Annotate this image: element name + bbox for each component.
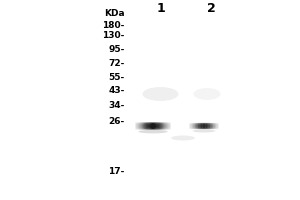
Ellipse shape bbox=[142, 87, 178, 101]
Ellipse shape bbox=[212, 123, 214, 129]
Ellipse shape bbox=[199, 123, 201, 129]
Text: 72-: 72- bbox=[108, 58, 124, 68]
Ellipse shape bbox=[140, 122, 142, 130]
Text: 26-: 26- bbox=[108, 117, 124, 127]
Ellipse shape bbox=[171, 136, 195, 140]
Ellipse shape bbox=[136, 122, 137, 130]
Ellipse shape bbox=[191, 123, 193, 129]
Ellipse shape bbox=[204, 123, 205, 129]
Ellipse shape bbox=[199, 123, 200, 129]
Ellipse shape bbox=[196, 123, 197, 129]
Ellipse shape bbox=[157, 122, 159, 130]
Ellipse shape bbox=[145, 122, 146, 130]
Ellipse shape bbox=[150, 122, 152, 130]
Ellipse shape bbox=[217, 123, 218, 129]
Ellipse shape bbox=[216, 123, 218, 129]
Ellipse shape bbox=[155, 122, 157, 130]
Text: 2: 2 bbox=[207, 2, 216, 16]
Ellipse shape bbox=[203, 123, 204, 129]
Ellipse shape bbox=[164, 122, 166, 130]
Ellipse shape bbox=[137, 122, 138, 130]
Ellipse shape bbox=[210, 123, 211, 129]
Ellipse shape bbox=[154, 122, 156, 130]
Ellipse shape bbox=[138, 130, 168, 133]
Ellipse shape bbox=[152, 122, 153, 130]
Ellipse shape bbox=[166, 122, 167, 130]
Text: 43-: 43- bbox=[108, 86, 124, 95]
Text: 130-: 130- bbox=[102, 31, 124, 40]
Ellipse shape bbox=[195, 123, 196, 129]
Text: 95-: 95- bbox=[108, 45, 124, 53]
Ellipse shape bbox=[158, 122, 160, 130]
Ellipse shape bbox=[207, 123, 209, 129]
Ellipse shape bbox=[215, 123, 216, 129]
Ellipse shape bbox=[201, 123, 202, 129]
Ellipse shape bbox=[215, 123, 217, 129]
Ellipse shape bbox=[149, 122, 151, 130]
Text: 180-: 180- bbox=[102, 21, 124, 29]
Text: 55-: 55- bbox=[108, 72, 124, 82]
Ellipse shape bbox=[135, 122, 136, 130]
Ellipse shape bbox=[212, 123, 213, 129]
Ellipse shape bbox=[210, 123, 211, 129]
Ellipse shape bbox=[154, 122, 155, 130]
Text: 1: 1 bbox=[156, 2, 165, 16]
Ellipse shape bbox=[200, 123, 201, 129]
Ellipse shape bbox=[218, 123, 219, 129]
Ellipse shape bbox=[163, 122, 165, 130]
Ellipse shape bbox=[194, 123, 196, 129]
Ellipse shape bbox=[207, 123, 208, 129]
Text: 17-: 17- bbox=[108, 166, 124, 176]
Ellipse shape bbox=[205, 123, 206, 129]
Ellipse shape bbox=[153, 122, 154, 130]
Ellipse shape bbox=[162, 122, 164, 130]
Ellipse shape bbox=[193, 130, 215, 132]
Ellipse shape bbox=[146, 122, 147, 130]
Ellipse shape bbox=[190, 123, 191, 129]
Ellipse shape bbox=[189, 123, 190, 129]
Ellipse shape bbox=[165, 122, 166, 130]
Ellipse shape bbox=[146, 122, 148, 130]
Ellipse shape bbox=[202, 123, 203, 129]
Ellipse shape bbox=[160, 122, 162, 130]
Ellipse shape bbox=[169, 122, 171, 130]
Ellipse shape bbox=[208, 123, 209, 129]
Ellipse shape bbox=[206, 123, 207, 129]
Ellipse shape bbox=[147, 122, 149, 130]
Ellipse shape bbox=[213, 123, 214, 129]
Ellipse shape bbox=[156, 122, 158, 130]
Text: 34-: 34- bbox=[108, 102, 124, 110]
Ellipse shape bbox=[159, 122, 160, 130]
Ellipse shape bbox=[196, 123, 198, 129]
Ellipse shape bbox=[209, 123, 210, 129]
Ellipse shape bbox=[205, 123, 206, 129]
Ellipse shape bbox=[148, 122, 150, 130]
Text: KDa: KDa bbox=[104, 8, 124, 18]
Ellipse shape bbox=[169, 122, 170, 130]
Ellipse shape bbox=[194, 123, 195, 129]
Ellipse shape bbox=[151, 122, 152, 130]
Ellipse shape bbox=[167, 122, 168, 130]
Ellipse shape bbox=[143, 122, 145, 130]
Ellipse shape bbox=[194, 88, 220, 100]
Ellipse shape bbox=[168, 122, 169, 130]
Ellipse shape bbox=[197, 123, 198, 129]
Ellipse shape bbox=[138, 122, 139, 130]
Ellipse shape bbox=[140, 122, 141, 130]
Ellipse shape bbox=[192, 123, 193, 129]
Ellipse shape bbox=[161, 122, 163, 130]
Ellipse shape bbox=[198, 123, 199, 129]
Ellipse shape bbox=[193, 123, 194, 129]
Ellipse shape bbox=[142, 122, 144, 130]
Ellipse shape bbox=[214, 123, 215, 129]
Ellipse shape bbox=[190, 123, 192, 129]
Ellipse shape bbox=[139, 122, 140, 130]
Ellipse shape bbox=[141, 122, 143, 130]
Ellipse shape bbox=[202, 123, 203, 129]
Ellipse shape bbox=[144, 122, 146, 130]
Ellipse shape bbox=[211, 123, 212, 129]
Ellipse shape bbox=[160, 122, 161, 130]
